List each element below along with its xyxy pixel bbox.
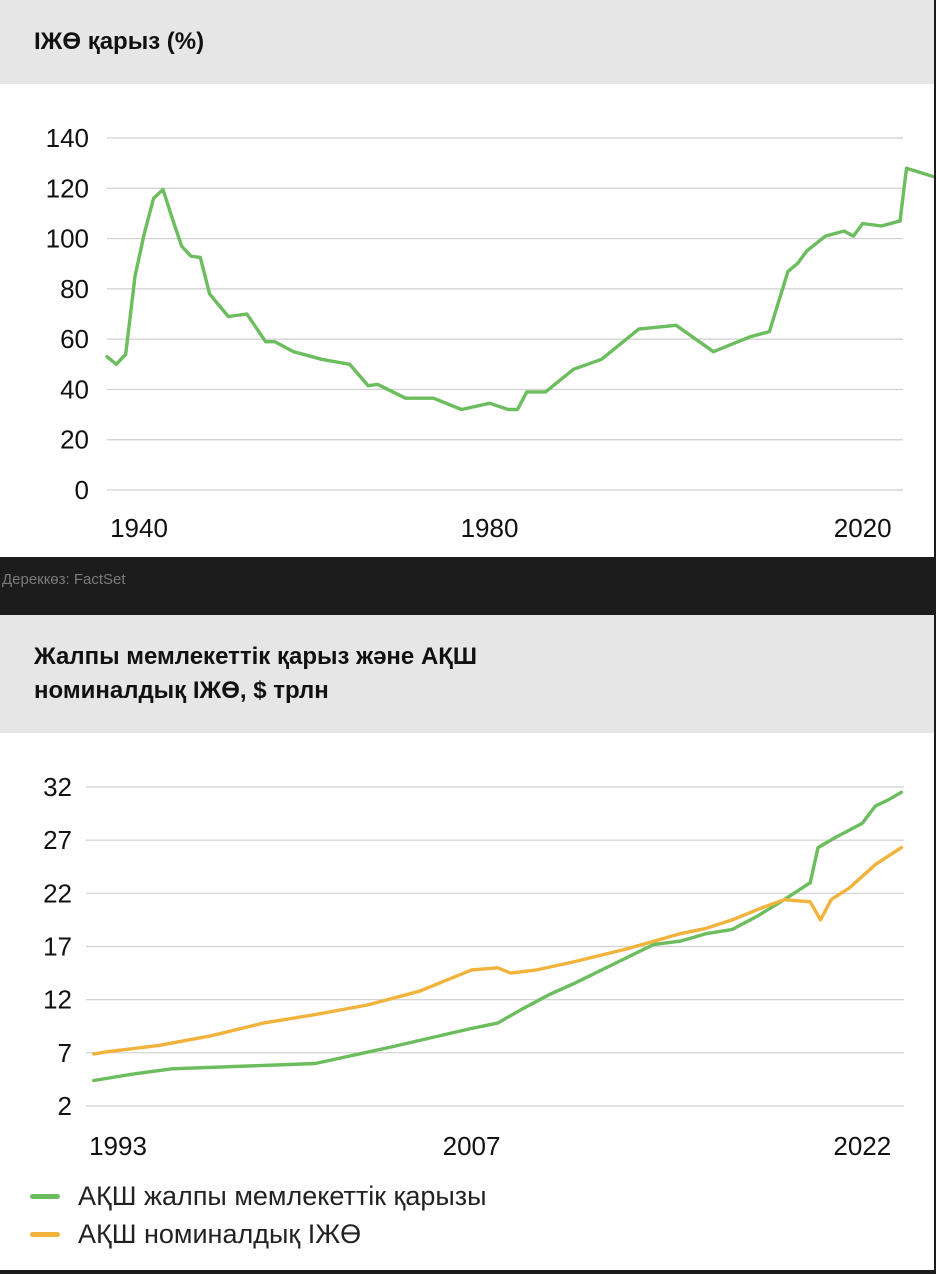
x-tick-label: 1980 [461,513,519,543]
legend-label: АҚШ номиналдық ІЖӨ [78,1218,362,1249]
chart-header: ІЖӨ қарыз (%) [0,0,934,84]
y-tick-label: 12 [43,985,72,1015]
y-tick-label: 0 [75,475,89,505]
y-tick-label: 32 [43,772,72,802]
y-tick-label: 2 [58,1091,72,1121]
series-line [92,845,904,1056]
x-tick-label: 2007 [443,1131,501,1161]
y-tick-label: 80 [60,274,89,304]
chart-legend: АҚШ жалпы мемлекеттік қарызы АҚШ номиналд… [30,1177,487,1253]
legend-swatch [30,1193,60,1199]
y-tick-label: 60 [60,324,89,354]
x-tick-label: 2020 [834,513,892,543]
chart-title-line-1: Жалпы мемлекеттік қарыз және АҚШ [34,643,478,670]
debt-and-gdp-panel: Жалпы мемлекеттік қарыз және АҚШ номинал… [0,615,934,1270]
chart-header: Жалпы мемлекеттік қарыз және АҚШ номинал… [0,615,934,733]
legend-item: АҚШ жалпы мемлекеттік қарызы [30,1177,487,1215]
chart-title: ІЖӨ қарыз (%) [34,28,205,55]
chart-title-line-2: номиналдық ІЖӨ, $ трлн [34,677,329,704]
y-tick-label: 20 [60,425,89,455]
y-tick-label: 27 [43,825,72,855]
source-note: Дереккөз: FactSet [2,571,126,588]
series-line [105,187,902,412]
y-tick-label: 17 [43,932,72,962]
legend-label: АҚШ жалпы мемлекеттік қарызы [78,1180,487,1211]
x-tick-label: 2022 [833,1131,891,1161]
series-line [898,166,934,223]
y-tick-label: 100 [46,224,89,254]
debt-to-gdp-chart: 0 20 40 60 80 100 120 140 1940 1980 2020 [46,123,934,543]
x-tick-label: 1940 [110,513,168,543]
y-tick-label: 120 [46,173,89,203]
x-tick-label: 1993 [89,1131,147,1161]
y-tick-label: 7 [58,1038,72,1068]
y-tick-label: 22 [43,878,72,908]
legend-item: АҚШ номиналдық ІЖӨ [30,1215,487,1253]
y-tick-label: 140 [46,123,89,153]
y-tick-label: 40 [60,374,89,404]
debt-to-gdp-panel: ІЖӨ қарыз (%) 0 20 40 60 80 100 120 140 1940 1980… [0,0,934,557]
series-line [92,790,904,1083]
legend-swatch [30,1231,60,1237]
